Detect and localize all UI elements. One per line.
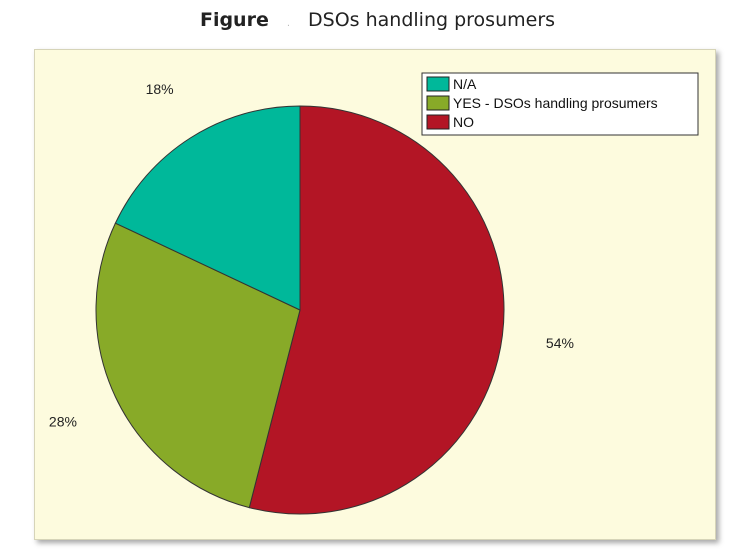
legend-swatch xyxy=(426,114,450,130)
legend-label: NO xyxy=(453,114,474,130)
legend-swatch xyxy=(426,76,450,92)
pie-slice-yes-dsos-handling-prosumers xyxy=(95,222,301,509)
data-label-n-a: 18% xyxy=(146,81,174,97)
legend: N/A YES - DSOs handling prosumers NO xyxy=(421,72,699,136)
legend-box xyxy=(421,72,699,136)
title-separator: . xyxy=(286,18,291,29)
pie-slices xyxy=(95,105,505,515)
data-label-no: 54% xyxy=(546,335,574,351)
legend-label: N/A xyxy=(453,76,477,92)
figure-title: Figure. DSOs handling prosumers xyxy=(0,9,755,31)
data-label-yes-dsos-handling-prosumers: 28% xyxy=(49,414,77,430)
pie-labels: 54% 28% 18% xyxy=(49,81,574,430)
legend-label: YES - DSOs handling prosumers xyxy=(453,95,658,111)
pie-slice-no xyxy=(248,105,505,515)
figure-lead: Figure xyxy=(199,9,269,31)
pie-slice-n-a xyxy=(114,105,301,311)
figure-title-text: DSOs handling prosumers xyxy=(308,9,556,31)
legend-swatch xyxy=(426,95,450,111)
